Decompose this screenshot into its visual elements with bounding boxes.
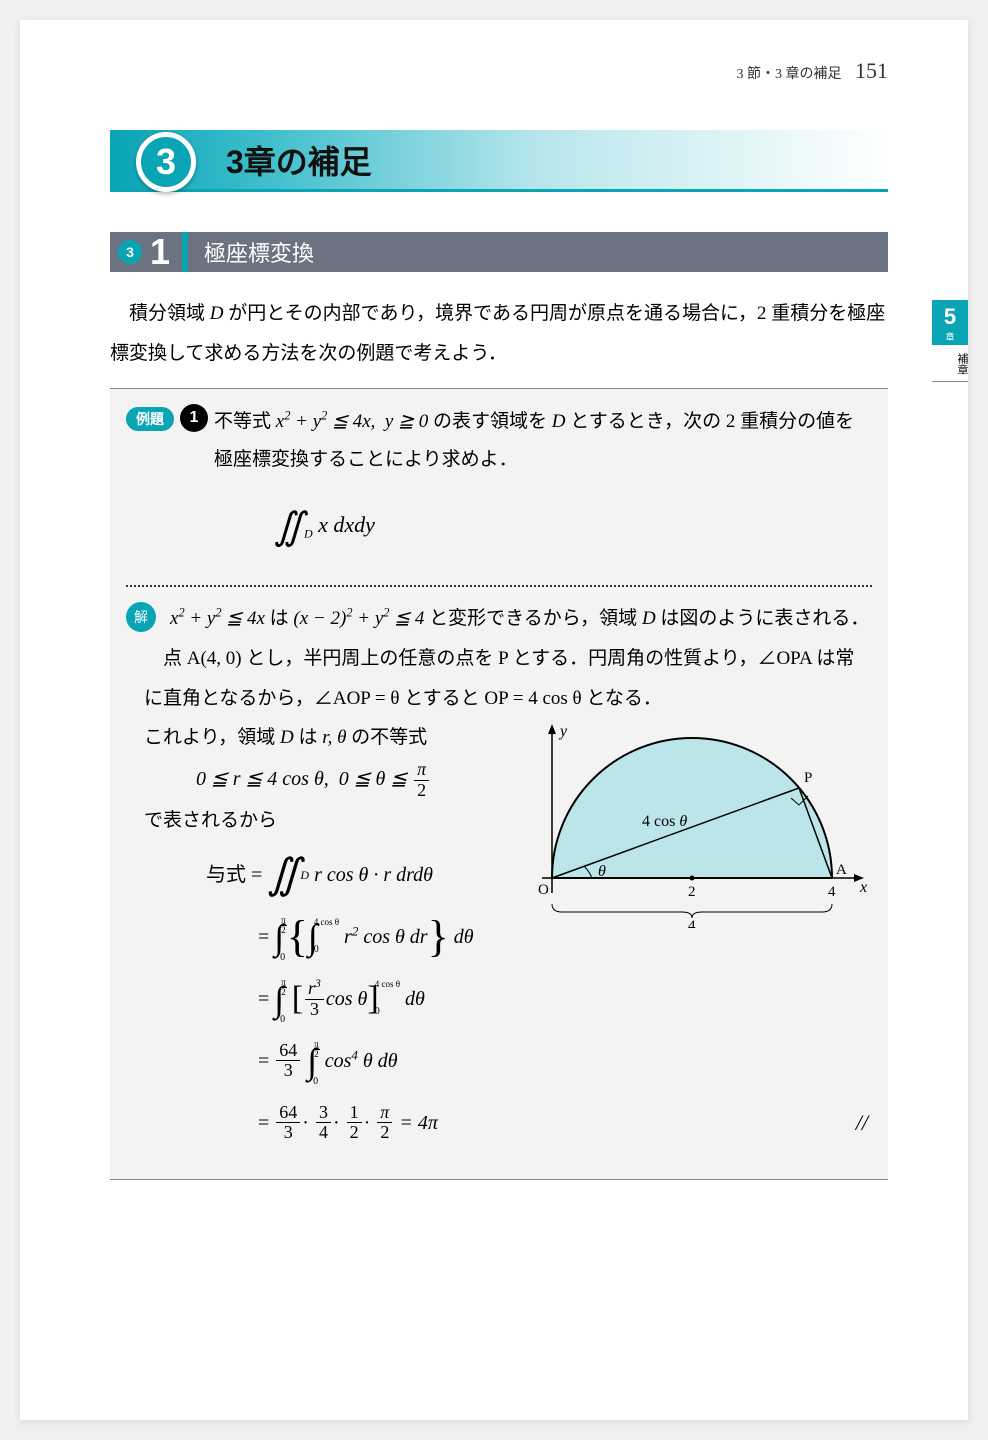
n64: 64	[276, 1041, 300, 1062]
d: 2	[377, 1123, 392, 1143]
var-D: D	[552, 411, 566, 432]
section-chapter-ref: 3	[118, 240, 142, 264]
theta-label: θ	[598, 863, 606, 880]
n: 64	[276, 1103, 300, 1124]
example-head: 例題 1 不等式 x2 + y2 ≦ 4x, y ≧ 0 の表す領域を D とす…	[126, 403, 872, 575]
A-label: A	[836, 862, 847, 878]
figure: y x O A P θ 4 cos θ 2 4 4	[512, 718, 872, 928]
P-label: P	[804, 770, 812, 786]
origin-label: O	[538, 882, 549, 898]
text: の不等式	[346, 727, 427, 748]
text: は図のように表される．	[656, 608, 870, 629]
chapter-number-circle: 3	[136, 132, 196, 192]
eq-line-4: = 643 ∫π20 cos4 θ dθ	[258, 1033, 872, 1089]
text: は	[294, 727, 323, 748]
example-block: 例題 1 不等式 x2 + y2 ≦ 4x, y ≧ 0 の表す領域を D とす…	[110, 388, 888, 1180]
y-label: y	[558, 723, 568, 740]
math: x2 + y2 ≦ 4x, y ≧ 0	[276, 411, 429, 432]
section-divider	[182, 232, 188, 272]
solution-label: 解	[126, 602, 156, 632]
d: 4	[316, 1123, 331, 1143]
var-D: D	[210, 303, 224, 324]
running-head-text: 3 節・3 章の補足	[737, 67, 842, 82]
side-tab-sub: 章	[932, 330, 968, 343]
eq-line-3: = ∫π20 [r33 cos θ]4 cos θ0 dθ	[258, 971, 872, 1027]
section-number: 1	[150, 231, 170, 273]
math: (x − 2)2 + y2 ≦ 4	[293, 608, 424, 629]
example-integral: ∬D x dxdy	[274, 489, 872, 565]
brace-4: 4	[688, 918, 696, 928]
text: と変形できるから，領域	[424, 608, 642, 629]
solution-row: 解 x2 + y2 ≦ 4x は (x − 2)2 + y2 ≦ 4 と変形でき…	[126, 599, 872, 639]
d: 2	[347, 1123, 362, 1143]
dotted-separator	[126, 585, 872, 587]
text: は	[265, 608, 294, 629]
n: 1	[347, 1103, 362, 1124]
text: 不等式	[214, 411, 276, 432]
page-number: 151	[855, 58, 888, 83]
running-head: 3 節・3 章の補足 151	[737, 58, 889, 84]
dtheta: dθ	[454, 913, 474, 961]
text: が円とその内部であり，境界である円周が原点を通る場合に，2 重積分を極座標変換し…	[110, 303, 885, 364]
eq-line-2: = ∫π20 {∫4 cos θ0 r2 cos θ dr} dθ	[258, 909, 504, 965]
solution-p2: 点 A(4, 0) とし，半円周上の任意の点を P とする．円周角の性質より，∠…	[144, 639, 872, 719]
text: 積分領域	[129, 303, 210, 324]
var-D: D	[280, 727, 294, 748]
tick-4: 4	[828, 884, 836, 900]
n: 3	[316, 1103, 331, 1124]
two: 2	[414, 781, 429, 801]
figure-svg: y x O A P θ 4 cos θ 2 4 4	[512, 718, 872, 928]
math: x2 + y2 ≦ 4x	[170, 608, 265, 629]
section-bar: 3 1 極座標変換	[110, 232, 888, 272]
lower: 0	[375, 1007, 400, 1017]
page: 3 節・3 章の補足 151 5 章 補章 3 3章の補足 3 1 極座標変換 …	[20, 20, 968, 1420]
tick-2: 2	[688, 884, 696, 900]
upper: 4 cos θ	[375, 980, 400, 989]
intro-paragraph: 積分領域 D が円とその内部であり，境界である円周が原点を通る場合に，2 重積分…	[110, 294, 888, 374]
lhs: 与式	[206, 851, 246, 899]
example-text: 不等式 x2 + y2 ≦ 4x, y ≧ 0 の表す領域を D とするとき，次…	[214, 403, 872, 575]
integrand: x dxdy	[318, 512, 375, 537]
section-title: 極座標変換	[204, 236, 314, 268]
solution-p1: x2 + y2 ≦ 4x は (x − 2)2 + y2 ≦ 4 と変形できるか…	[170, 599, 872, 639]
qed-mark: //	[856, 1097, 868, 1150]
side-tab: 5 章 補章	[932, 300, 968, 390]
eq-line-1: 与式 = ∬D r cos θ · r drdθ	[206, 847, 504, 903]
side-tab-num: 5	[944, 304, 956, 329]
costheta: cos θ	[326, 975, 367, 1023]
example-label: 例題	[126, 407, 174, 431]
chapter-banner: 3 3章の補足	[110, 130, 888, 192]
text: これより，領域	[144, 727, 280, 748]
n: π	[377, 1103, 392, 1124]
vars: r, θ	[322, 727, 346, 748]
text: の表す領域を	[428, 411, 552, 432]
integrand: r cos θ · r drdθ	[314, 851, 433, 899]
dtheta: dθ	[405, 975, 425, 1023]
var-D: D	[642, 608, 656, 629]
side-tab-label: 補章	[932, 353, 968, 382]
x-label: x	[859, 879, 867, 896]
radius-label: 4 cos θ	[642, 813, 687, 830]
eq-line-5: = 643 · 34 · 12 · π2 = 4π //	[258, 1095, 872, 1151]
side-tab-box: 5 章	[932, 300, 968, 345]
result: = 4π	[399, 1099, 438, 1147]
chapter-title: 3章の補足	[226, 137, 372, 183]
d: 3	[281, 1123, 296, 1143]
d3: 3	[281, 1061, 296, 1081]
pi: π	[414, 760, 429, 781]
example-number: 1	[180, 404, 208, 432]
